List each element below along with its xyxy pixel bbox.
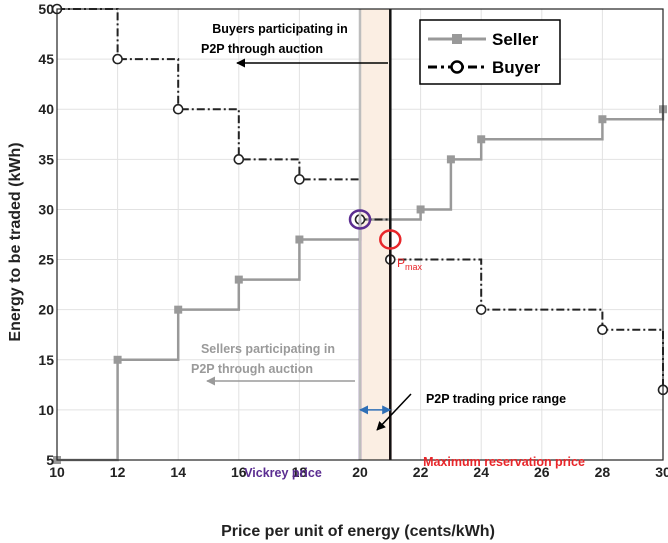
highlights <box>348 209 402 250</box>
buyer-point <box>172 103 184 115</box>
y-tick-label: 15 <box>38 352 54 368</box>
x-tick-label: 16 <box>231 464 247 480</box>
y-tick-label: 25 <box>38 252 54 268</box>
shaded-range <box>360 9 391 460</box>
x-tick-label: 20 <box>352 464 368 480</box>
legend-seller-marker <box>452 34 462 44</box>
pmax-highlight <box>379 229 402 250</box>
price-range-shade <box>360 9 391 460</box>
vertical-lines <box>358 9 392 460</box>
seller-point <box>174 305 183 314</box>
buyer-line <box>57 8 664 390</box>
sellers-annotation-line1: Sellers participating in <box>201 342 335 356</box>
buyer-point <box>475 304 487 315</box>
y-tick-label: 10 <box>38 402 54 418</box>
seller-point <box>446 155 455 164</box>
y-tick-label: 35 <box>38 151 54 167</box>
buyers-annotation-line1: Buyers participating in <box>212 22 347 36</box>
buyer-point <box>112 53 123 65</box>
y-tick-label: 20 <box>38 302 54 318</box>
buyer-point <box>233 154 245 165</box>
vickrey-annotation: Vickrey price <box>244 466 322 480</box>
plot-frame <box>56 8 664 461</box>
x-tick-label: 12 <box>110 464 126 480</box>
y-tick-label: 50 <box>38 1 54 17</box>
axes: 10 12 14 16 18 20 22 24 26 28 30510152025303540455… <box>38 1 668 480</box>
y-tick-label: 40 <box>38 101 54 117</box>
legend-box <box>419 19 561 85</box>
x-tick-label: 24 <box>473 464 489 480</box>
buyer-point <box>597 324 608 336</box>
seller-point <box>113 355 122 364</box>
max-res-annotation: Maximum reservation price <box>423 455 585 469</box>
y-tick-label: 5 <box>46 452 54 468</box>
x-tick-label: 10 <box>49 464 65 480</box>
legend-seller-label: Seller <box>492 30 539 49</box>
x-tick-label: 18 <box>292 464 308 480</box>
x-tick-label: 26 <box>534 464 550 480</box>
pmax-sub: max <box>405 262 423 272</box>
seller-point <box>477 135 486 144</box>
x-tick-label: 30 <box>655 464 668 480</box>
x-tick-label: 28 <box>595 464 611 480</box>
x-axis-title: Price per unit of energy (cents/kWh) <box>221 523 495 540</box>
pmax-base: P <box>397 256 405 270</box>
seller-point <box>295 235 304 244</box>
seller-point <box>598 115 607 124</box>
seller-point <box>416 205 425 214</box>
buyers-annotation-line2: P2P through auction <box>201 42 323 56</box>
x-tick-label: 14 <box>170 464 186 480</box>
y-tick-label: 30 <box>38 201 54 217</box>
legend: Seller Buyer <box>419 19 561 85</box>
pmax-label: Pmax <box>397 256 423 272</box>
range-pointer-arrow <box>376 393 412 431</box>
x-tick-label: 22 <box>413 464 429 480</box>
y-axis-title: Energy to be traded (kWh) <box>7 142 24 341</box>
vickrey-highlight <box>348 209 372 230</box>
legend-buyer-marker <box>450 60 464 74</box>
seller-point <box>234 275 243 284</box>
legend-buyer-label: Buyer <box>492 58 541 77</box>
annotations: Buyers participating in P2P through auct… <box>191 22 585 480</box>
buyer-point <box>294 174 305 185</box>
y-tick-label: 45 <box>38 51 54 67</box>
range-annotation: P2P trading price range <box>426 392 566 406</box>
sellers-annotation-line2: P2P through auction <box>191 362 313 376</box>
